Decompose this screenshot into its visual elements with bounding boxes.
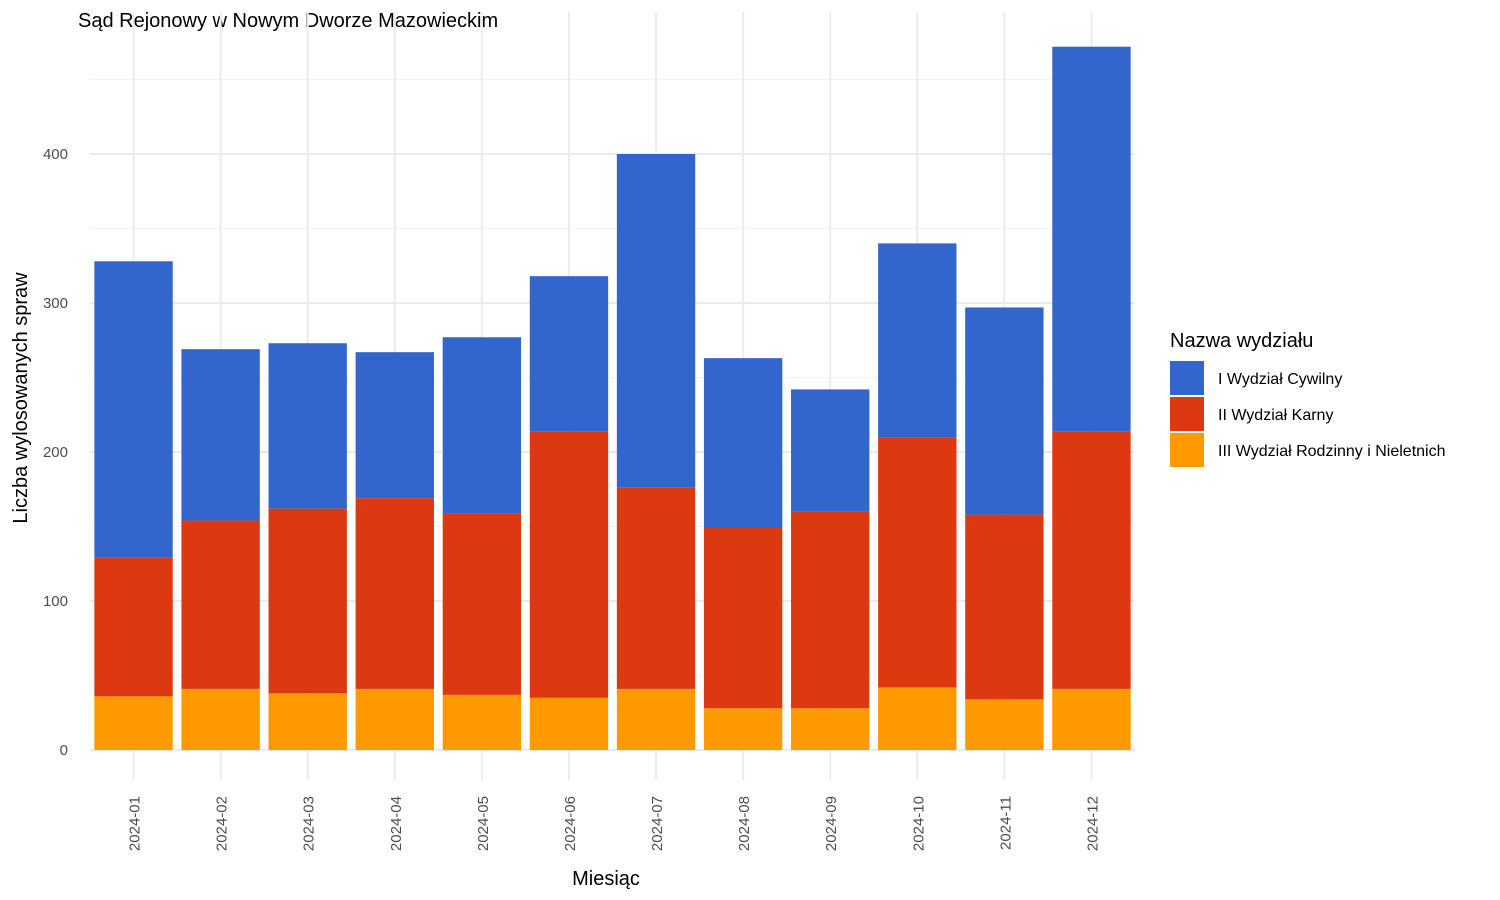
bar-segment <box>1052 431 1131 689</box>
x-tick-label: 2024-12 <box>1084 796 1101 851</box>
x-tick-label: 2024-10 <box>910 796 927 851</box>
bar-segment <box>442 337 522 514</box>
bar-segment <box>616 487 696 689</box>
y-tick-label: 200 <box>43 444 68 461</box>
bar-segment <box>181 688 260 750</box>
x-axis-ticks: 2024-01 2024-02 2024-03 2024-04 2024-05 2024-… <box>127 796 1102 851</box>
x-tick-label: 2024-03 <box>301 796 318 851</box>
bar-segment <box>442 694 522 750</box>
bars-group <box>94 46 1131 750</box>
bar-segment <box>878 687 957 750</box>
legend-swatch <box>1170 433 1204 467</box>
legend-title: Nazwa wydziału <box>1170 330 1313 352</box>
bar-segment <box>791 708 870 750</box>
y-axis-ticks: 0 100 200 300 400 <box>43 146 68 759</box>
bar-segment <box>94 261 173 558</box>
bar-segment <box>94 696 173 750</box>
bar-segment <box>355 688 434 750</box>
x-tick-label: 2024-07 <box>649 796 666 851</box>
bar-segment <box>1052 46 1131 432</box>
bar-segment <box>181 520 260 689</box>
x-tick-label: 2024-01 <box>127 796 144 851</box>
legend-swatch <box>1170 361 1204 395</box>
bar-segment <box>268 693 347 750</box>
bar-segment <box>529 431 609 698</box>
bar-segment <box>965 514 1044 700</box>
bar-segment <box>529 276 609 432</box>
chart-title: Sąd Rejonowy w Nowym Dworze Mazowieckim <box>78 10 498 32</box>
bar-segment <box>355 352 434 499</box>
y-axis-title: Liczba wylosowanych spraw <box>10 272 32 524</box>
bar-segment <box>965 699 1044 750</box>
bar-segment <box>268 508 347 694</box>
legend-label: III Wydział Rodzinny i Nieletnich <box>1218 443 1446 460</box>
x-tick-label: 2024-11 <box>997 796 1014 850</box>
legend-label: II Wydział Karny <box>1218 407 1333 424</box>
bar-segment <box>703 527 783 709</box>
bar-segment <box>965 307 1044 515</box>
bar-segment <box>791 389 870 512</box>
bar-segment <box>703 708 783 750</box>
x-axis-title: Miesiąc <box>572 868 640 890</box>
bar-segment <box>616 688 696 750</box>
y-tick-label: 100 <box>43 593 68 610</box>
x-tick-label: 2024-02 <box>214 796 231 851</box>
bar-segment <box>94 557 173 697</box>
legend: Nazwa wydziału I Wydział Cywilny II Wydzi… <box>1170 330 1446 467</box>
bar-segment <box>703 358 783 528</box>
x-tick-label: 2024-04 <box>388 796 405 851</box>
x-tick-label: 2024-05 <box>475 796 492 851</box>
bar-segment <box>355 498 434 689</box>
bar-segment <box>442 513 522 695</box>
x-tick-label: 2024-09 <box>823 796 840 851</box>
y-tick-label: 0 <box>60 742 68 759</box>
bar-segment <box>268 343 347 509</box>
bar-segment <box>1052 688 1131 750</box>
bar-segment <box>181 349 260 521</box>
bar-segment <box>791 511 870 709</box>
bar-segment <box>878 243 957 438</box>
x-tick-label: 2024-08 <box>736 796 753 851</box>
x-tick-label: 2024-06 <box>562 796 579 851</box>
legend-swatch <box>1170 397 1204 431</box>
y-tick-label: 400 <box>43 146 68 163</box>
bar-segment <box>529 697 609 750</box>
legend-label: I Wydział Cywilny <box>1218 371 1342 388</box>
bar-segment <box>616 154 696 488</box>
bar-segment <box>878 437 957 688</box>
y-tick-label: 300 <box>43 295 68 312</box>
